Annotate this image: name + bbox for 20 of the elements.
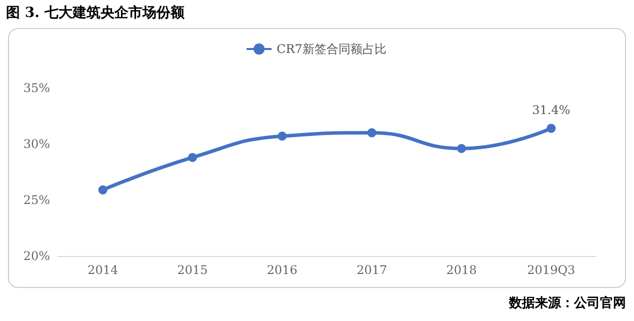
x-tick-label: 2015 xyxy=(177,263,208,277)
source-note: 数据来源：公司官网 xyxy=(509,294,626,312)
point xyxy=(278,132,287,141)
point xyxy=(188,152,197,162)
point xyxy=(367,128,376,138)
x-tick-label: 2016 xyxy=(266,263,298,277)
y-tick-label: 20% xyxy=(23,249,50,263)
x-tick-label: 2014 xyxy=(88,263,118,277)
legend-label: CR7新签合同额占比 xyxy=(276,42,386,56)
x-tick-label: 2017 xyxy=(356,263,388,277)
point xyxy=(457,144,466,153)
y-tick-label: 30% xyxy=(23,137,50,151)
x-tick-label: 2019Q3 xyxy=(527,263,576,277)
point xyxy=(98,185,108,194)
data-label: 31.4% xyxy=(532,102,570,117)
chart-title: 图 3. 七大建筑央企市场份额 xyxy=(6,4,184,22)
x-tick-label: 2018 xyxy=(446,263,477,277)
y-tick-label: 35% xyxy=(23,81,50,95)
y-tick-label: 25% xyxy=(23,193,50,207)
point xyxy=(546,124,556,133)
